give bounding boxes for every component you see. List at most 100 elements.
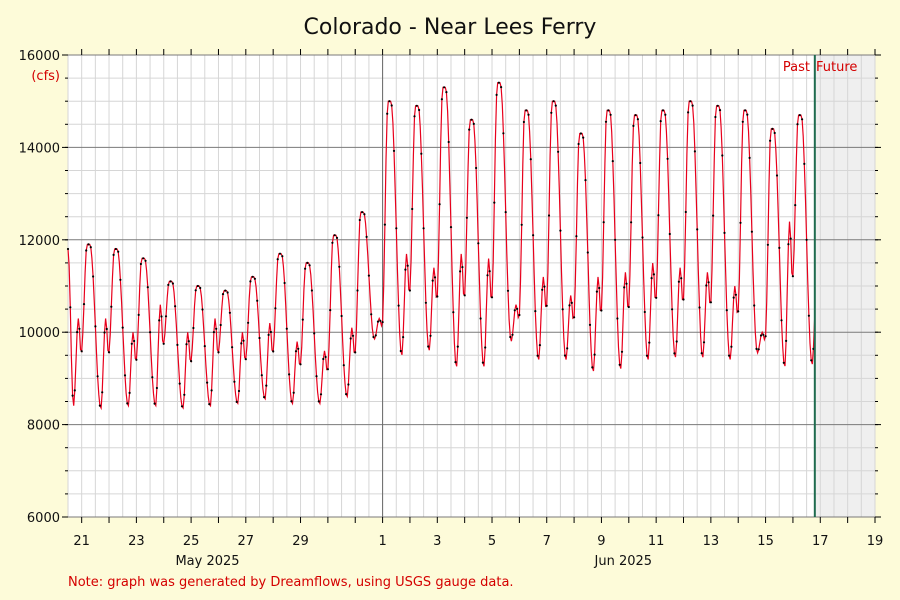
- data-point: [322, 357, 325, 361]
- data-point: [256, 299, 259, 302]
- data-point: [737, 310, 740, 313]
- data-point: [568, 304, 571, 307]
- data-point: [82, 303, 86, 306]
- data-point: [664, 113, 667, 116]
- data-point: [588, 323, 592, 326]
- data-point: [374, 334, 377, 337]
- data-point: [324, 355, 327, 359]
- data-point: [283, 281, 286, 285]
- data-point: [294, 350, 298, 353]
- data-point: [586, 251, 589, 254]
- data-point: [789, 237, 792, 240]
- data-point: [481, 361, 484, 364]
- data-point: [689, 100, 692, 103]
- data-point: [192, 326, 195, 330]
- data-point: [274, 307, 277, 310]
- data-point: [235, 400, 238, 403]
- data-point: [632, 124, 635, 127]
- data-point: [486, 274, 489, 277]
- data-point: [470, 118, 473, 121]
- data-point: [604, 120, 608, 123]
- data-point: [290, 400, 293, 403]
- data-point: [304, 267, 307, 270]
- data-point: [427, 345, 430, 348]
- data-point: [263, 396, 266, 399]
- data-point: [429, 334, 432, 337]
- data-point: [215, 327, 218, 330]
- data-point: [386, 112, 389, 115]
- x-tick-label: 15: [757, 534, 774, 549]
- data-point: [221, 293, 225, 296]
- data-point: [673, 352, 676, 355]
- data-point: [149, 331, 152, 334]
- data-point: [297, 347, 300, 350]
- data-point: [351, 334, 355, 337]
- data-point: [370, 313, 373, 316]
- data-point: [87, 243, 90, 246]
- data-point: [180, 405, 184, 408]
- data-point: [276, 258, 279, 261]
- month-label: May 2025: [175, 554, 239, 569]
- data-point: [593, 353, 596, 356]
- data-point: [379, 319, 382, 322]
- data-point: [611, 160, 614, 163]
- data-point: [757, 348, 760, 351]
- x-tick-label: 29: [292, 534, 309, 549]
- data-point: [650, 277, 653, 280]
- data-point: [372, 335, 375, 339]
- data-point: [525, 109, 528, 112]
- x-tick-label: 11: [648, 534, 665, 549]
- data-point: [288, 373, 291, 376]
- data-point: [445, 91, 448, 94]
- data-point: [217, 351, 220, 354]
- data-point: [390, 104, 393, 107]
- data-point: [746, 113, 749, 116]
- data-point: [725, 309, 728, 312]
- data-point: [267, 333, 270, 336]
- data-point: [691, 104, 694, 107]
- data-point: [529, 158, 532, 161]
- data-point: [709, 301, 713, 304]
- data-point: [762, 333, 765, 336]
- data-point: [367, 274, 370, 277]
- data-point: [796, 123, 799, 126]
- data-point: [536, 354, 539, 357]
- data-point: [155, 386, 158, 390]
- data-point: [406, 264, 409, 267]
- y-tick-label: 14000: [19, 141, 60, 156]
- data-point: [666, 157, 669, 160]
- data-point: [110, 305, 113, 308]
- data-point: [522, 120, 526, 124]
- data-point: [249, 280, 252, 283]
- data-point: [573, 316, 576, 319]
- data-point: [436, 295, 439, 298]
- data-point: [415, 104, 418, 107]
- data-point: [744, 109, 747, 112]
- data-point: [167, 283, 170, 286]
- data-point: [71, 394, 74, 397]
- data-point: [73, 389, 76, 392]
- data-point: [668, 232, 671, 236]
- data-point: [226, 291, 229, 294]
- x-tick-label: 5: [488, 534, 496, 549]
- data-point: [399, 349, 402, 353]
- data-point: [500, 86, 503, 89]
- data-point: [488, 270, 491, 273]
- data-point: [206, 381, 209, 384]
- data-point: [194, 289, 197, 292]
- data-point: [520, 223, 523, 226]
- data-point: [219, 323, 222, 327]
- data-point: [422, 227, 425, 230]
- data-point: [247, 321, 250, 324]
- data-point: [210, 389, 213, 392]
- data-point: [176, 343, 179, 346]
- data-point: [516, 307, 519, 310]
- data-point: [639, 161, 642, 165]
- y-tick-label: 8000: [27, 419, 60, 434]
- data-point: [158, 319, 161, 322]
- data-point: [465, 216, 468, 219]
- data-point: [196, 284, 199, 288]
- data-point: [602, 221, 605, 224]
- data-point: [66, 247, 70, 251]
- data-point: [641, 236, 644, 239]
